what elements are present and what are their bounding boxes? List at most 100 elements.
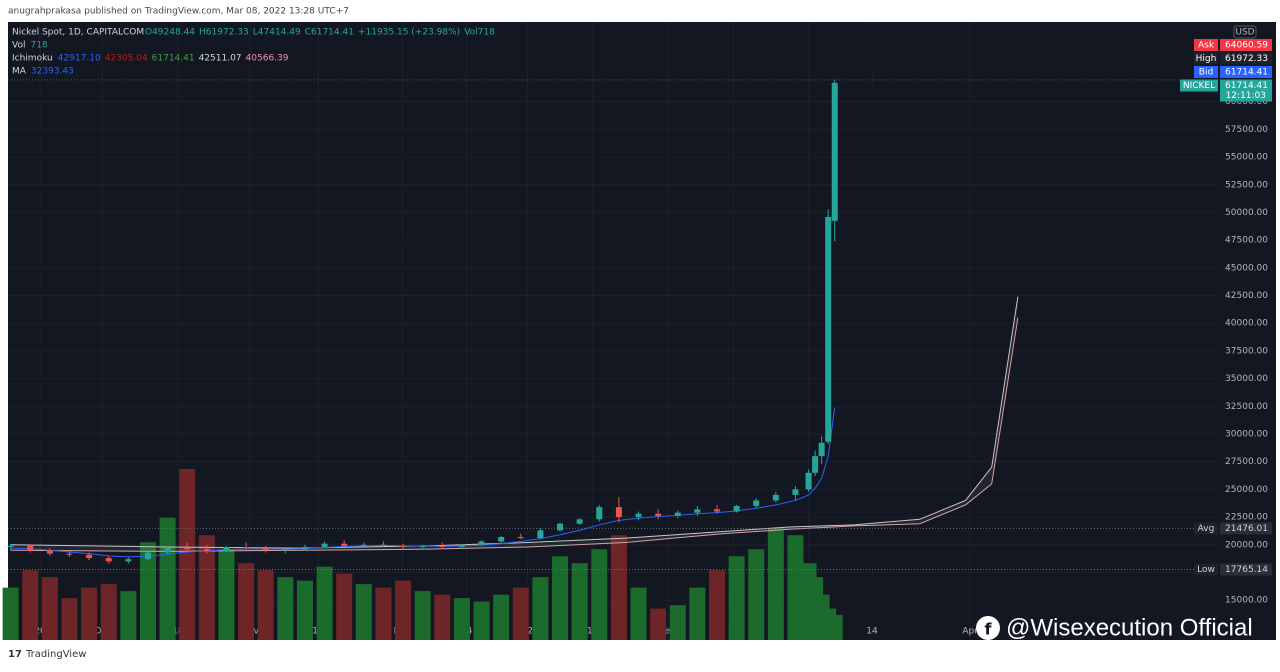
volume-bar: [512, 587, 529, 640]
level-name-box: [1194, 522, 1218, 535]
volume-bar: [277, 577, 294, 640]
volume-bar: [395, 580, 412, 640]
candle-body: [825, 216, 832, 442]
y-tick-label: 22500.00: [1225, 513, 1268, 523]
volume-bar: [61, 598, 78, 640]
watermark: f @Wisexecution Official: [976, 614, 1253, 641]
candle-body: [537, 530, 544, 539]
price-label-name-box: [1194, 66, 1218, 78]
volume-bar: [316, 566, 333, 640]
volume-bar: [748, 549, 765, 640]
volume-bar: [120, 591, 137, 640]
candle-body: [478, 541, 485, 545]
candle-body: [301, 546, 308, 550]
volume-bar: [100, 584, 117, 640]
candle-body: [733, 505, 740, 512]
volume-bar: [336, 573, 353, 640]
candle-body: [458, 544, 465, 547]
level-name: Low: [1197, 565, 1215, 575]
ohlc-readout: +11935.15 (+23.98%): [358, 28, 460, 38]
price-label-value: 61714.41: [1225, 81, 1268, 91]
candle-body: [400, 545, 407, 547]
volume-bar: [453, 598, 470, 640]
price-label-name: Bid: [1199, 68, 1213, 78]
candle-body: [635, 513, 642, 518]
candle-body: [282, 549, 289, 551]
candle-body: [419, 545, 426, 547]
volume-bar: [767, 528, 784, 640]
indicator-readout: 32393.43: [31, 67, 74, 77]
x-tick-label: 18: [172, 627, 184, 637]
price-label-countdown: 12:11:03: [1226, 91, 1266, 101]
candle-body: [694, 509, 701, 513]
candle-body: [380, 544, 387, 546]
volume-bar: [257, 570, 274, 640]
indicator-readout: 42305.04: [105, 54, 148, 64]
candle-body: [498, 537, 505, 542]
volume-bar: [22, 570, 39, 640]
volume-bar: [591, 549, 608, 640]
volume-bar: [355, 584, 372, 640]
candle-body: [203, 549, 210, 552]
volume-bar: [238, 563, 255, 640]
volume-bar: [41, 577, 58, 640]
candle-body: [66, 553, 73, 555]
candle-body: [223, 546, 230, 552]
volume-bar: [414, 591, 431, 640]
candle-body: [184, 548, 191, 550]
candle-body: [596, 507, 603, 520]
ohlc-readout: H61972.33: [199, 28, 249, 38]
candle-body: [615, 507, 622, 518]
indicator-readout: 42917.10: [58, 54, 101, 64]
y-tick-label: 32500.00: [1225, 402, 1268, 412]
candle-body: [360, 544, 367, 546]
level-value: 21476.01: [1225, 524, 1268, 534]
price-label-value: 64060.59: [1225, 41, 1268, 51]
currency-box: [1233, 25, 1257, 39]
candle-body: [164, 548, 171, 553]
level-value-box: [1220, 522, 1272, 535]
y-tick-label: 27500.00: [1225, 457, 1268, 467]
volume-bar: [375, 587, 392, 640]
ohlc-readout: C61714.41: [305, 28, 354, 38]
level-value: 17765.14: [1225, 565, 1268, 575]
volume-bar: [650, 608, 667, 640]
volume-bar: [787, 535, 804, 640]
y-tick-label: 50000.00: [1225, 208, 1268, 218]
indicator-readout: 61714.41: [152, 54, 195, 64]
footer-logo: 𝟭𝟳: [8, 649, 22, 660]
volume-bar: [552, 556, 569, 640]
volume-bar: [708, 570, 725, 640]
candle-body: [321, 543, 328, 547]
fb-icon: [976, 616, 1000, 640]
candle-body: [243, 546, 250, 549]
candle-body: [125, 559, 132, 562]
indicator-name: MA: [12, 67, 27, 77]
footer: TradingView: [25, 649, 86, 660]
price-label-name: Ask: [1198, 41, 1215, 51]
indicator-readout: 42511.07: [199, 54, 242, 64]
candle-body: [812, 456, 819, 473]
chart-title: Nickel Spot, 1D, CAPITALCOM: [12, 28, 144, 38]
price-label-value: 61972.33: [1225, 54, 1268, 64]
candle-body: [144, 552, 151, 560]
volume-bar: [296, 580, 313, 640]
ohlc-readout: L47414.49: [253, 28, 301, 38]
x-tick-label: Apr: [962, 627, 978, 637]
y-tick-label: 42500.00: [1225, 291, 1268, 301]
currency: USD: [1235, 28, 1254, 38]
y-tick-label: 45000.00: [1225, 263, 1268, 273]
candle-body: [341, 543, 348, 546]
candle-body: [262, 548, 269, 551]
volume-bar: [198, 535, 215, 640]
x-tick-label: Feb: [660, 627, 676, 637]
x-tick-label: 20: [34, 627, 46, 637]
volume-bar: [630, 587, 647, 640]
indicator-readout: 718: [30, 41, 47, 51]
price-label-name-box: [1180, 79, 1218, 92]
fb-letter: f: [985, 620, 993, 639]
price-label-value-box: [1220, 79, 1272, 102]
indicator-name: Vol: [12, 41, 25, 51]
candle-body: [86, 554, 93, 559]
y-tick-label: 52500.00: [1225, 180, 1268, 190]
